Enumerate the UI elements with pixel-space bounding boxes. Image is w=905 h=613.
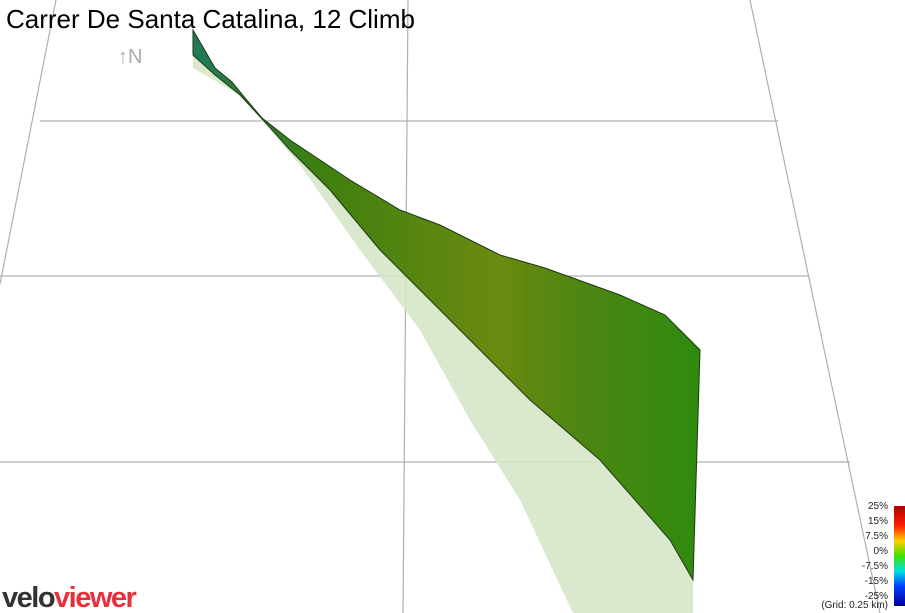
- elevation-wall: [192, 28, 701, 582]
- legend-label: -7.5%: [862, 561, 888, 572]
- logo-part: viewer: [54, 582, 136, 613]
- north-arrow: ↑N: [118, 46, 142, 68]
- color-scale: [894, 506, 905, 606]
- shadow: [193, 55, 693, 613]
- title: Carrer De Santa Catalina, 12 Climb: [6, 4, 415, 34]
- legend-label: 15%: [868, 516, 888, 527]
- legend-label: -15%: [865, 576, 888, 587]
- legend-label: 7.5%: [865, 531, 888, 542]
- legend: 25% 15% 7.5% 0% -7.5% -15% -25%: [862, 501, 888, 602]
- legend-label: -25%: [865, 591, 888, 602]
- legend-label: 0%: [874, 546, 889, 557]
- logo: veloviewer: [2, 582, 137, 613]
- grid-note: (Grid: 0.25 km): [821, 600, 888, 611]
- legend-label: 25%: [868, 501, 888, 512]
- logo-part: velo: [2, 582, 55, 613]
